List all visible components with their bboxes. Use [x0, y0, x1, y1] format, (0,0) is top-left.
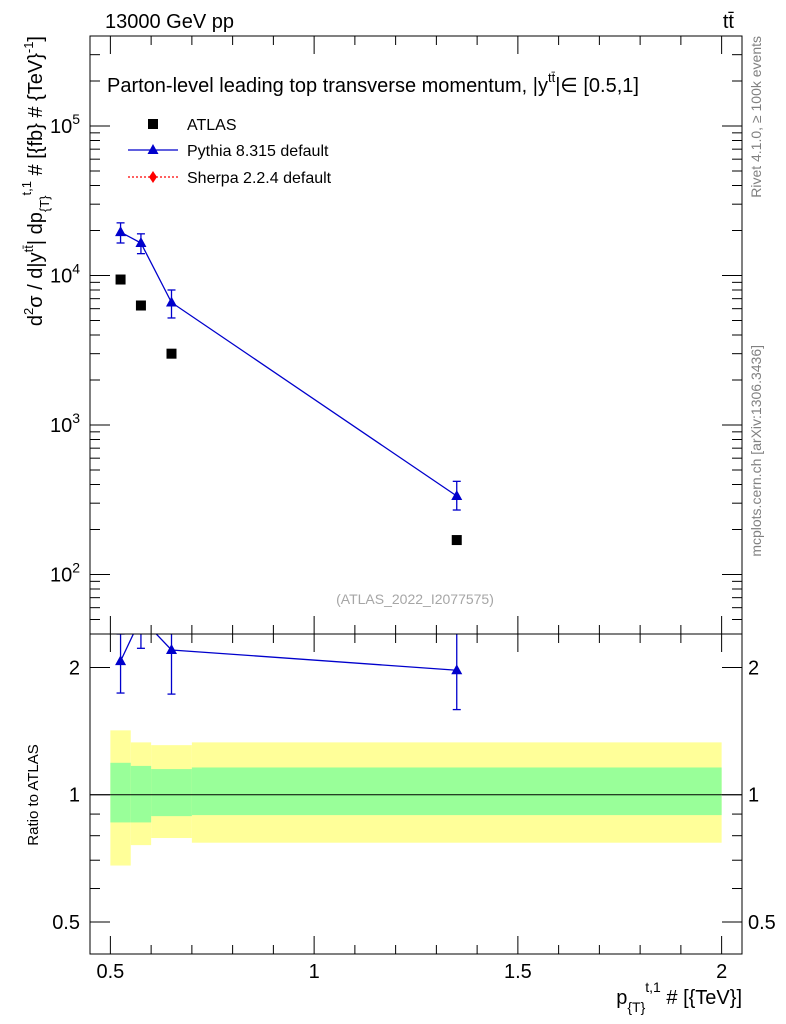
atlas-data-point: [135, 300, 146, 311]
ratio-pythia-point: [166, 643, 177, 654]
ratio-inner-band: [151, 769, 192, 817]
atlas-data-point: [166, 348, 177, 359]
main-panel: 102 103 104 105 ATLAS Pythia 8.315 default Sh…: [19, 35, 743, 635]
ratio-y-tick-label-left: 2: [69, 657, 80, 679]
header-process-label: tt̄: [723, 11, 735, 33]
ratio-pythia-group: [115, 612, 463, 711]
legend-atlas-marker: [148, 119, 158, 129]
legend-label: ATLAS: [187, 117, 237, 134]
pythia-line: [120, 231, 458, 497]
ratio-pythia-point: [115, 655, 127, 666]
pythia-point: [451, 490, 463, 501]
ratio-y-tick-label-right: 2: [748, 657, 759, 679]
main-y-tick-label: 102: [50, 560, 80, 587]
atlas-data-point: [115, 274, 126, 285]
main-y-axis-label: d2σ / d|ytt̄| dp{T}t,1 # [{fb} # {TeV}-1…: [19, 36, 52, 326]
pythia-point: [135, 236, 147, 247]
ratio-x-tick-label: 1: [309, 961, 320, 983]
ratio-y-tick-label-right: 0.5: [748, 912, 776, 934]
legend-label: Pythia 8.315 default: [187, 143, 329, 160]
ratio-y-axis-label: Ratio to ATLAS: [25, 744, 42, 845]
main-y-tick-label: 103: [50, 410, 80, 437]
analysis-watermark: (ATLAS_2022_I2077575): [336, 591, 494, 607]
legend: ATLAS Pythia 8.315 default Sherpa 2.2.4 de…: [128, 117, 332, 187]
legend-sherpa-marker: [149, 171, 157, 183]
pythia-point: [115, 226, 127, 237]
mcplots-label: mcplots.cern.ch [arXiv:1306.3436]: [748, 345, 764, 557]
x-axis-label: p{T}t,1 # [{TeV}]: [616, 979, 742, 1015]
legend-pythia-marker: [147, 144, 159, 154]
chart-title: Parton-level leading top transverse mome…: [107, 70, 639, 97]
ratio-x-tick-label: 1.5: [504, 961, 532, 983]
ratio-x-tick-label: 2: [716, 961, 727, 983]
ratio-inner-band: [110, 762, 131, 823]
ratio-inner-band: [191, 767, 722, 816]
main-y-tick-label: 105: [50, 111, 80, 138]
main-y-tick-label: 104: [50, 261, 80, 288]
ratio-x-tick-label: 0.5: [96, 961, 124, 983]
pythia-point: [166, 296, 177, 307]
ratio-panel: 0.5 1 1.5 2 0.5 0.5 1 1 2 2 Ratio to ATLAS p{T}t,…: [25, 612, 776, 1015]
ratio-pythia-point: [451, 664, 463, 675]
ratio-pythia-line: [119, 634, 457, 671]
ratio-panel-frame: [89, 633, 743, 955]
ratio-y-tick-label-left: 1: [69, 785, 80, 807]
ratio-inner-band: [130, 765, 152, 823]
rivet-version-label: Rivet 4.1.0, ≥ 100k events: [748, 36, 764, 198]
legend-label: Sherpa 2.2.4 default: [187, 170, 332, 187]
atlas-data-point: [451, 535, 462, 546]
ratio-pythia-point: [135, 612, 146, 622]
header-energy-label: 13000 GeV pp: [105, 11, 234, 33]
ratio-y-tick-label-right: 1: [748, 785, 759, 807]
ratio-y-tick-label-left: 0.5: [52, 912, 80, 934]
